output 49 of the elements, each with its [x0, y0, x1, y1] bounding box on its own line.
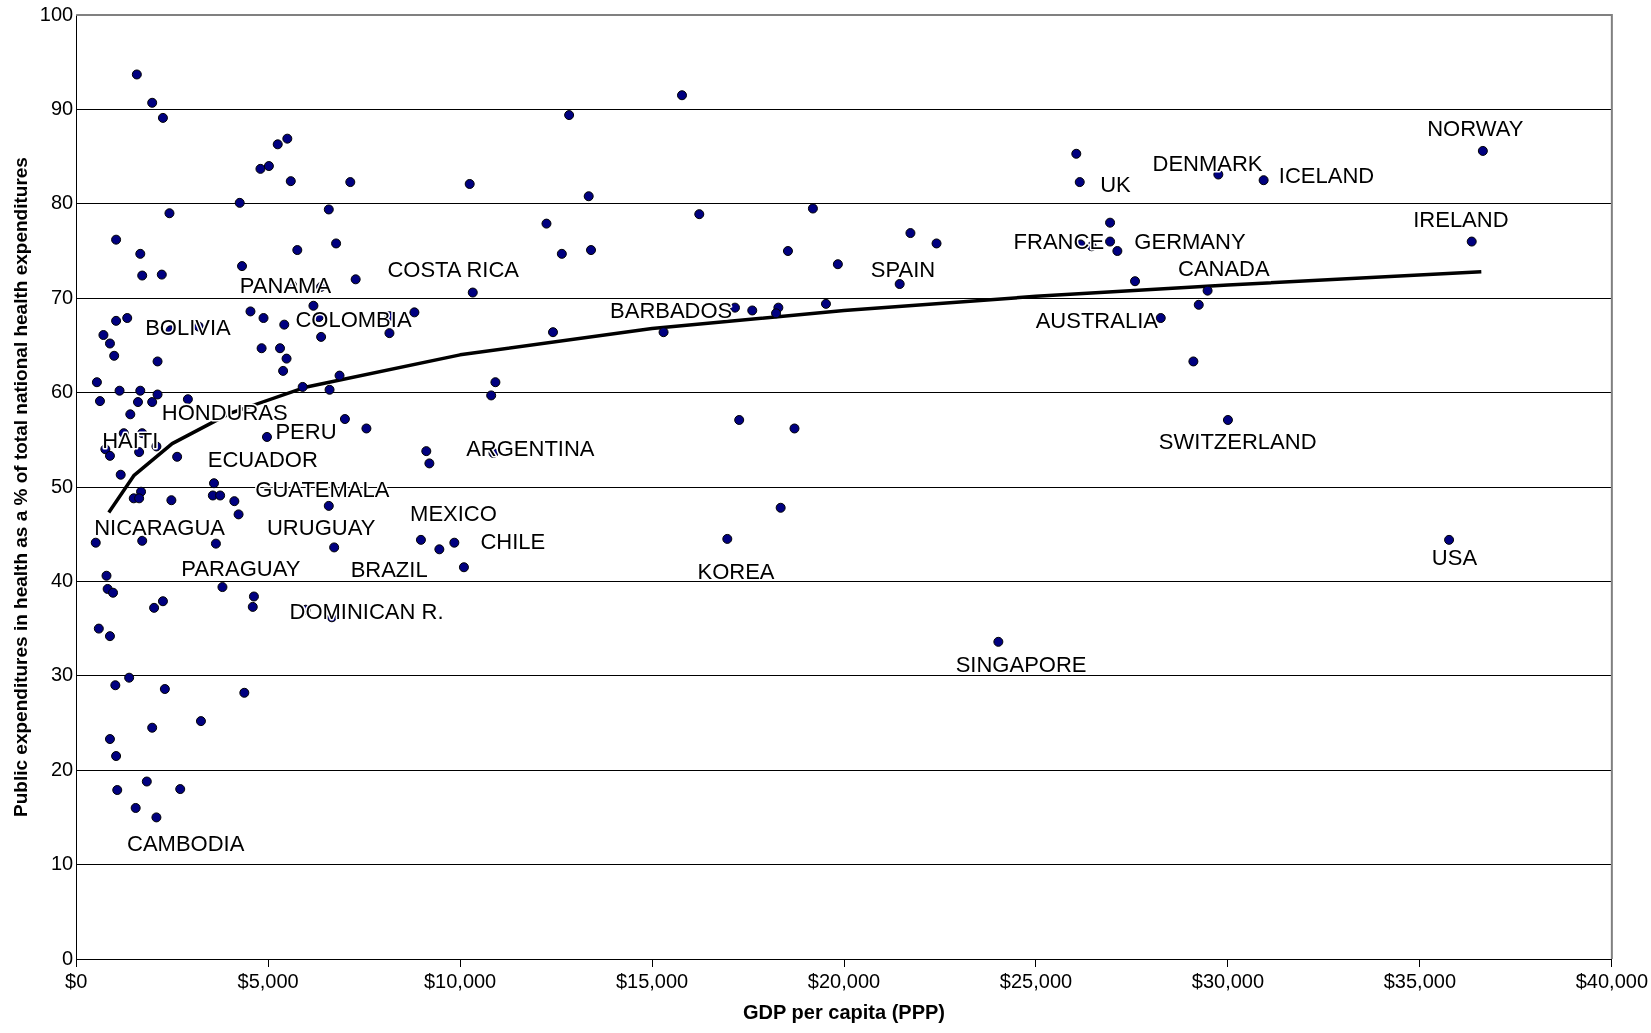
annotation: ICELAND: [1278, 163, 1375, 189]
annotation: BRAZIL: [350, 556, 428, 582]
x-axis-title: GDP per capita (PPP): [743, 1000, 945, 1023]
annotation: HAITI: [102, 427, 159, 453]
x-tick-label: $10,000: [423, 969, 497, 992]
annotation: COSTA RICA: [387, 256, 520, 282]
annotation: MEXICO: [410, 501, 497, 526]
annotation: UK: [1100, 172, 1132, 198]
x-tick-label: $0: [65, 969, 88, 992]
annotation: USA: [1431, 545, 1478, 571]
x-tick-label: $20,000: [807, 969, 881, 992]
annotation: CANADA: [1178, 256, 1271, 282]
annotation: IRELAND: [1413, 207, 1509, 233]
y-tick-label: 60: [50, 380, 74, 403]
annotation: URUGUAY: [266, 515, 376, 541]
y-tick-label: 50: [50, 474, 74, 497]
annotation: DENMARK: [1152, 150, 1263, 176]
annotation: CAMBODIA: [126, 830, 245, 856]
y-tick-label: 70: [50, 285, 74, 308]
annotation: SWITZERLAND: [1158, 428, 1317, 454]
y-tick-label: 10: [50, 852, 74, 875]
annotation: FRANCE: [1013, 229, 1105, 255]
y-tick-label: 0: [62, 946, 74, 969]
annotation: NICARAGUA: [94, 514, 226, 540]
annotation: AUSTRALIA: [1035, 308, 1159, 334]
annotation: PARAGUAY: [181, 555, 301, 581]
x-tick-label: $5,000: [237, 969, 299, 992]
y-tick-label: 40: [50, 568, 74, 591]
x-tick-label: $25,000: [999, 969, 1073, 992]
annotation: KOREA: [697, 558, 775, 584]
y-tick-label: 90: [50, 96, 74, 119]
y-tick-label: 30: [50, 663, 74, 686]
annotation: GERMANY: [1134, 229, 1246, 255]
annotation: BARBADOS: [610, 297, 733, 323]
y-tick-label: 20: [50, 757, 74, 780]
y-tick-label: 100: [39, 2, 74, 25]
y-axis-title: Public expenditures in health as a % of total national health expenditures: [9, 157, 31, 817]
annotation: SINGAPORE: [955, 651, 1087, 677]
x-tick-label: $40,000: [1575, 969, 1648, 992]
annotation: SPAIN: [870, 257, 936, 283]
annotation: COLOMBIA: [295, 307, 412, 333]
x-tick-label: $30,000: [1191, 969, 1265, 992]
y-tick-label: 80: [50, 191, 74, 214]
x-tick-label: $35,000: [1383, 969, 1457, 992]
annotation: ECUADOR: [207, 447, 318, 473]
annotation: CHILE: [480, 528, 546, 554]
x-tick-label: $15,000: [615, 969, 689, 992]
annotation: NORWAY: [1427, 116, 1524, 142]
annotation: ARGENTINA: [466, 435, 595, 461]
